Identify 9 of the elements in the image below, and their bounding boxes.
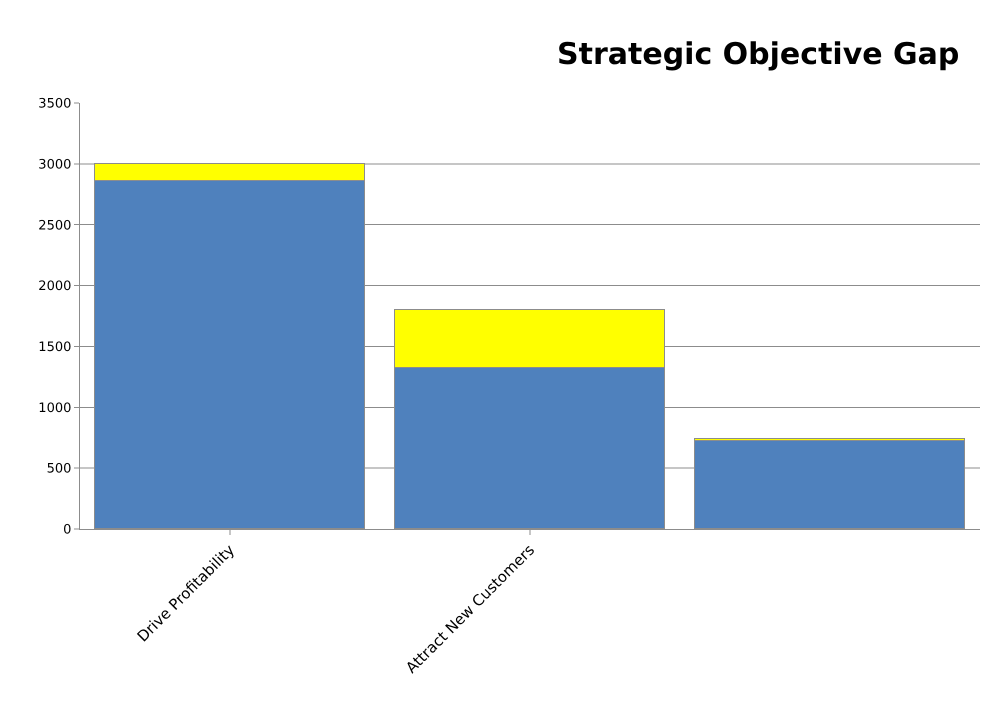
y-tick-label: 0: [63, 522, 72, 538]
y-tick-label: 500: [46, 462, 72, 477]
y-tick-label: 3000: [38, 157, 72, 172]
y-tick-label: 2500: [38, 218, 72, 234]
y-tick-label: 1000: [38, 400, 72, 416]
y-tick-label: 2000: [38, 279, 72, 294]
y-tick-label: 3500: [38, 96, 72, 112]
y-tick-label: 1500: [38, 340, 72, 355]
chart-title: Strategic Objective Gap: [557, 37, 960, 72]
